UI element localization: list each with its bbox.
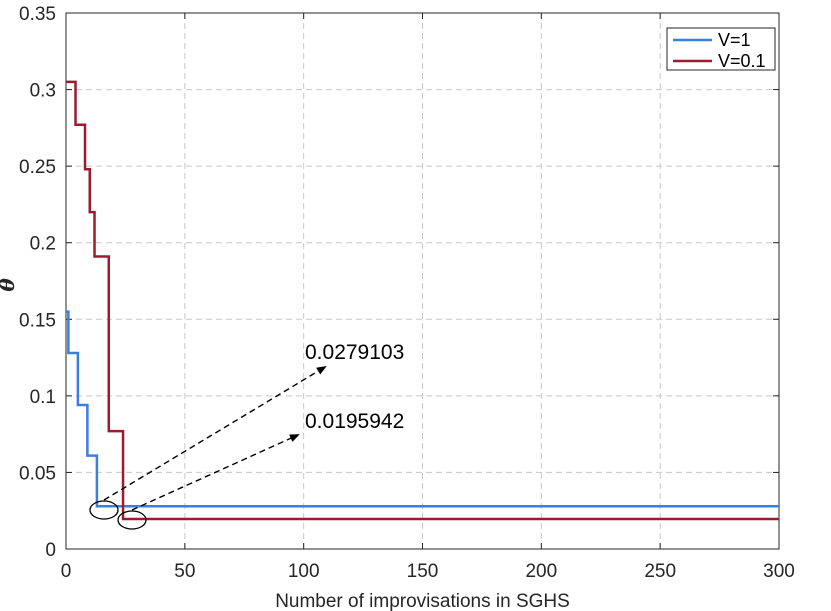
x-tick-label: 250 [644,561,676,582]
annotation-ellipse [89,500,119,520]
y-tick-label: 0.15 [19,310,56,331]
x-tick-label: 200 [525,561,557,582]
x-tick-label: 150 [407,561,439,582]
y-tick-label: 0.2 [30,234,56,255]
x-tick-label: 0 [61,561,72,582]
annotation-ellipse [117,510,147,530]
legend: V=1V=0.1 [666,27,776,71]
annotation-arrow [131,434,300,511]
y-tick-label: 0.1 [30,387,56,408]
annotation-label: 0.0195942 [305,410,404,433]
y-tick-label: 0 [45,540,56,561]
y-tick-label: 0.3 [30,81,56,102]
legend-entry: V=0.1 [718,51,766,71]
annotation-label: 0.0279103 [305,341,404,364]
y-tick-label: 0.05 [19,463,56,484]
series-line-v-0-1 [66,80,779,521]
annotations: 0.0279103 0.0195942 [89,341,404,530]
x-tick-label: 100 [288,561,320,582]
series-lines [66,80,779,521]
grid [66,13,779,549]
x-tick-label: 50 [174,561,195,582]
axis-ticks: 0 50 100 150 200 250 300 0 0.05 0.1 0.15 0.2 0.25 0.3… [19,4,795,582]
y-tick-label: 0.25 [19,157,56,178]
x-axis-label: Number of improvisations in SGHS [275,591,570,611]
annotation-arrow [103,365,327,501]
y-axis-label: θ [0,278,19,292]
legend-box [666,27,776,71]
legend-entry: V=1 [718,30,751,50]
series-line-v-1 [66,310,779,508]
x-tick-label: 300 [763,561,795,582]
y-tick-label: 0.35 [19,4,56,25]
